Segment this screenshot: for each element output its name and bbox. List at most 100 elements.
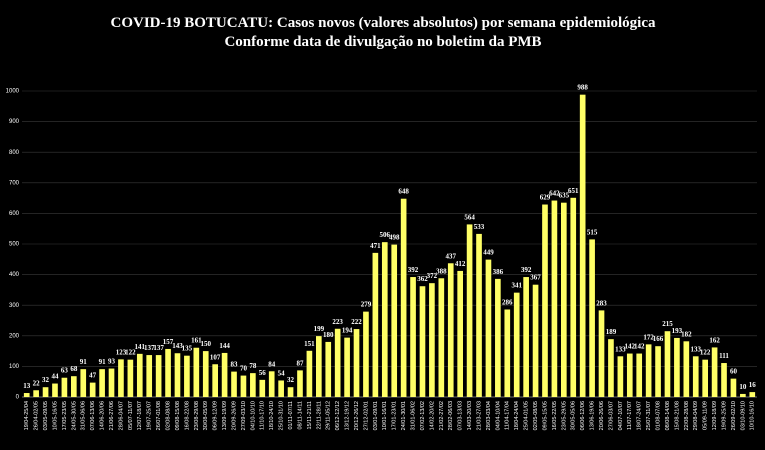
value-label: 93 — [108, 358, 116, 366]
bar — [608, 339, 614, 397]
value-label: 122 — [125, 349, 136, 357]
value-label: 412 — [455, 260, 466, 268]
value-label: 222 — [351, 318, 362, 326]
x-tick-label: 08/08-14/08 — [665, 401, 671, 430]
bar — [52, 383, 58, 397]
y-tick-label: 300 — [9, 303, 20, 309]
value-label: 47 — [89, 372, 97, 380]
bar — [589, 239, 595, 397]
value-label: 367 — [530, 274, 541, 282]
x-tick-label: 21/06-27/06 — [109, 401, 115, 430]
x-tick-label: 13/09-19/09 — [222, 401, 228, 430]
bar — [231, 371, 237, 397]
value-label: 651 — [568, 187, 579, 195]
x-tick-label: 13/06-19/06 — [590, 401, 596, 430]
value-label: 143 — [172, 342, 183, 350]
bar — [598, 310, 605, 397]
value-label: 83 — [231, 361, 239, 369]
x-tick-label: 28/02-06/03 — [448, 401, 454, 430]
bar — [466, 224, 473, 397]
x-tick-label: 20/12-26/12 — [354, 401, 360, 430]
value-label: 84 — [268, 360, 276, 368]
y-tick-label: 900 — [9, 119, 20, 125]
value-label: 157 — [163, 338, 174, 346]
x-tick-label: 22/08-28/08 — [684, 401, 690, 430]
x-tick-label: 07/06-13/06 — [90, 401, 96, 430]
x-tick-label: 13/12-19/12 — [345, 401, 351, 430]
bar — [155, 355, 162, 397]
x-tick-label: 19/09-25/09 — [721, 401, 727, 430]
value-label: 54 — [278, 369, 286, 377]
bar — [438, 278, 445, 397]
bar — [447, 263, 454, 397]
value-label: 388 — [436, 267, 447, 275]
x-tick-label: 21/02-27/02 — [439, 401, 445, 430]
y-tick-label: 400 — [9, 272, 20, 278]
value-label: 151 — [304, 340, 315, 348]
value-label: 172 — [643, 333, 654, 341]
value-label: 194 — [342, 327, 353, 335]
bar — [250, 373, 256, 397]
x-tick-label: 22/11-28/11 — [316, 401, 322, 430]
value-label: 180 — [323, 331, 334, 339]
bar — [287, 387, 294, 397]
value-label: 10 — [739, 383, 747, 391]
x-tick-label: 31/05-06/06 — [81, 401, 87, 430]
value-label: 78 — [249, 362, 257, 370]
bar — [674, 337, 680, 397]
bar — [419, 286, 426, 397]
x-tick-label: 31/01-06/02 — [411, 401, 417, 430]
x-tick-label: 12/09-18/09 — [712, 401, 718, 430]
bar — [636, 353, 643, 397]
x-tick-label: 19/07-25/07 — [147, 401, 153, 430]
x-tick-label: 19/04-25/04 — [24, 401, 30, 430]
bar — [391, 244, 398, 397]
x-tick-label: 02/05-08/05 — [533, 401, 539, 430]
y-tick-label: 500 — [9, 242, 20, 248]
x-tick-label: 11/07-17/07 — [627, 401, 633, 430]
bar — [561, 202, 567, 397]
bar — [334, 328, 341, 397]
bar — [136, 353, 143, 397]
bar — [730, 378, 737, 397]
value-label: 372 — [427, 272, 438, 280]
value-label: 133 — [615, 345, 626, 353]
x-tick-label: 24/01-30/01 — [401, 401, 407, 430]
value-label: 642 — [549, 190, 560, 198]
x-tick-label: 26/07-01/08 — [156, 401, 162, 430]
bar — [42, 387, 49, 397]
value-label: 144 — [219, 342, 230, 350]
x-tick-label: 07/03-13/03 — [458, 401, 464, 430]
bar — [542, 204, 548, 397]
bar — [146, 355, 153, 397]
bar — [353, 329, 360, 397]
value-label: 635 — [559, 192, 570, 200]
x-tick-label: 23/08-29/08 — [194, 401, 200, 430]
value-label: 32 — [42, 376, 50, 384]
x-tick-label: 29/08-04/09 — [693, 401, 699, 430]
x-tick-label: 05/09-11/09 — [703, 401, 709, 430]
value-label: 199 — [314, 325, 325, 333]
value-label: 189 — [606, 328, 617, 336]
bar — [325, 341, 332, 397]
value-label: 166 — [653, 335, 664, 343]
x-tick-label: 10/01-16/01 — [382, 401, 388, 430]
value-label: 648 — [398, 188, 409, 196]
x-tick-label: 03/05-09/05 — [43, 401, 49, 430]
x-tick-label: 20/06-26/06 — [599, 401, 605, 430]
bar — [570, 197, 577, 397]
bar — [711, 347, 718, 397]
bar — [240, 375, 247, 397]
x-tick-label: 08/11-14/11 — [297, 401, 303, 430]
value-label: 137 — [153, 344, 164, 352]
bar — [174, 353, 181, 397]
bar — [268, 371, 275, 397]
value-label: 506 — [380, 231, 391, 239]
value-label: 141 — [135, 343, 146, 351]
x-tick-label: 12/07-18/07 — [137, 401, 143, 430]
x-tick-label: 25/10-31/10 — [279, 401, 285, 430]
value-label: 498 — [389, 234, 400, 242]
x-tick-label: 29/11-05/12 — [326, 401, 332, 430]
value-label: 279 — [361, 301, 372, 309]
value-label: 629 — [540, 194, 551, 202]
